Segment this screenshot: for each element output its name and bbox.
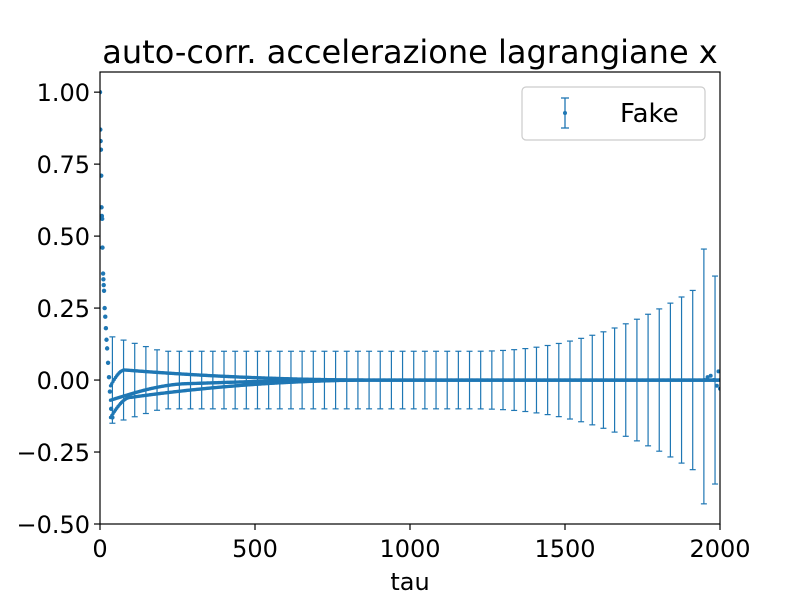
data-point (714, 383, 719, 388)
y-tick-label: −0.50 (16, 511, 90, 539)
data-point (108, 406, 114, 412)
data-point (102, 305, 107, 311)
x-axis-label: tau (390, 568, 429, 596)
y-tick-label: 0.50 (37, 223, 90, 251)
data-point (100, 216, 105, 222)
data-point (716, 369, 720, 374)
x-tick-label: 0 (92, 535, 107, 563)
y-tick-label: −0.25 (16, 439, 90, 467)
y-tick-label: 1.00 (37, 79, 90, 107)
data-point (107, 389, 113, 394)
data-point (106, 374, 112, 380)
axes: 0 500 1000 1500 2000 −0.50 −0.25 0.00 0.25 0.50 0.… (16, 71, 751, 563)
data-point (101, 288, 107, 294)
y-tick-label: 0.00 (37, 367, 90, 395)
legend-marker (563, 111, 567, 115)
data-point (100, 271, 106, 276)
y-tick-label: 0.75 (37, 151, 90, 179)
legend: Fake (521, 86, 706, 141)
y-tick-label: 0.25 (37, 295, 90, 323)
data-marks (100, 89, 720, 505)
plot-area (100, 89, 720, 505)
legend-box (521, 86, 706, 141)
data-point (100, 205, 104, 210)
data-point (101, 277, 106, 282)
data-point (705, 375, 710, 380)
data-point (101, 282, 106, 288)
data-point (100, 127, 103, 132)
data-point (103, 314, 108, 319)
legend-entry-fake: Fake (620, 99, 679, 129)
data-point (702, 378, 707, 383)
chart-title: auto-corr. accelerazione lagrangiane x (102, 33, 717, 71)
x-tick-label: 500 (232, 535, 278, 563)
data-point (100, 138, 103, 144)
data-point (100, 245, 105, 250)
data-point (100, 173, 104, 178)
data-point (104, 337, 109, 342)
data-point (708, 373, 713, 378)
x-tick-label: 1500 (534, 535, 595, 563)
x-tick-label: 2000 (689, 535, 750, 563)
data-point (711, 378, 716, 383)
data-point (103, 326, 109, 331)
data-point (105, 360, 111, 365)
data-point (100, 147, 104, 152)
x-tick-label: 1000 (379, 535, 440, 563)
data-point (104, 346, 110, 351)
